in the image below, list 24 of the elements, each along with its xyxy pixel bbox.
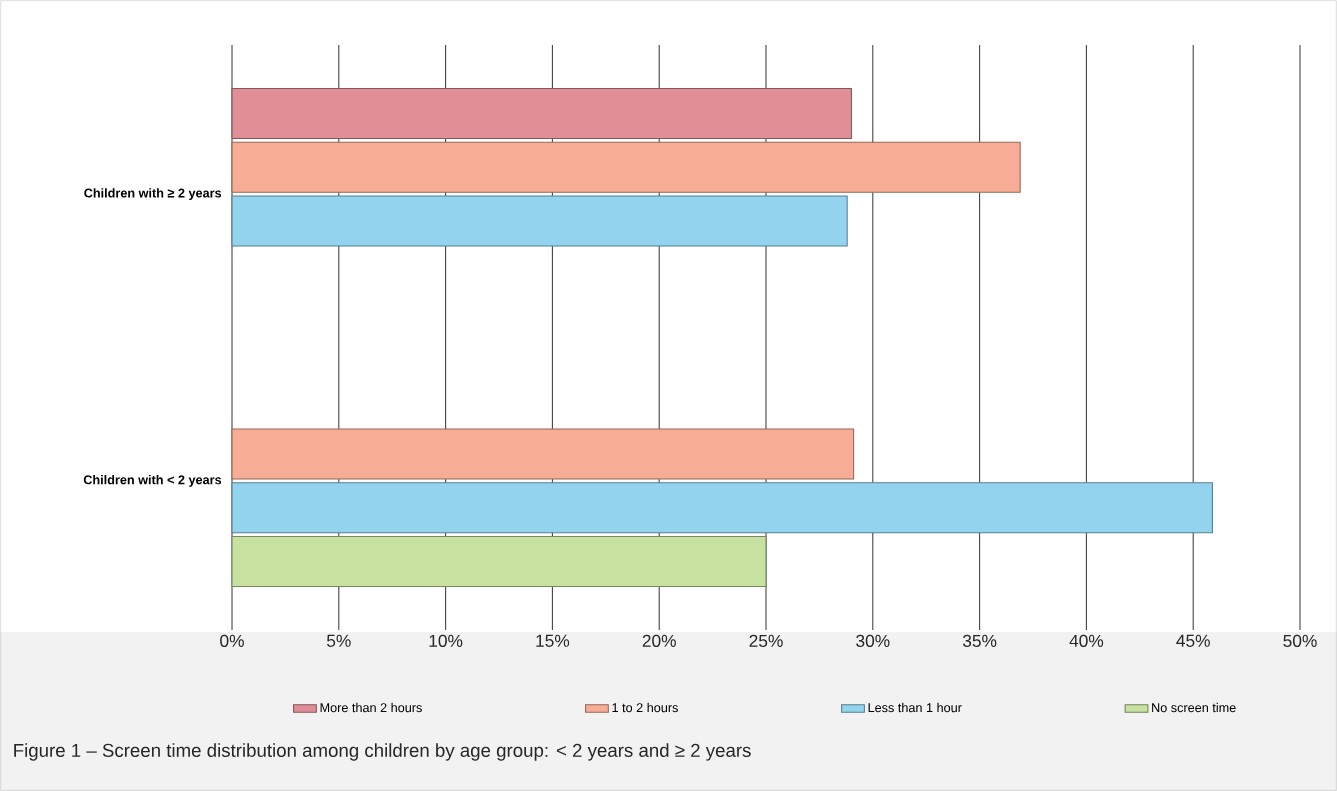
- bar: [231, 195, 848, 247]
- x-tick-label: 50%: [1283, 634, 1317, 647]
- x-tick-label: 35%: [962, 634, 997, 647]
- bar: [231, 428, 855, 480]
- x-tick-label: 25%: [749, 634, 783, 647]
- legend-label: Less than 1 hour: [868, 702, 962, 713]
- x-tick-label: 45%: [1176, 634, 1210, 647]
- legend-label: More than 2 hours: [320, 702, 422, 713]
- x-tick-label: 0%: [220, 634, 244, 647]
- y-tick-label: Children with < 2 years: [83, 474, 222, 487]
- x-tick-label: 30%: [856, 634, 890, 647]
- y-tick-label: Children with ≥ 2 years: [84, 188, 222, 201]
- x-tick-label: 10%: [429, 634, 463, 647]
- x-tick-label: 15%: [536, 634, 570, 647]
- bar: [231, 87, 852, 139]
- bar: [231, 536, 767, 588]
- bar: [231, 482, 1213, 534]
- legend-label: 1 to 2 hours: [612, 702, 678, 713]
- bar: [231, 141, 1021, 193]
- x-tick-label: 20%: [642, 634, 676, 647]
- caption: Figure 1 – Screen time distribution among children by age group: < 2 years and ≥ 2 years: [14, 743, 751, 761]
- x-tick-label: 5%: [326, 634, 351, 647]
- legend-label: No screen time: [1152, 702, 1236, 713]
- x-tick-label: 40%: [1069, 634, 1104, 647]
